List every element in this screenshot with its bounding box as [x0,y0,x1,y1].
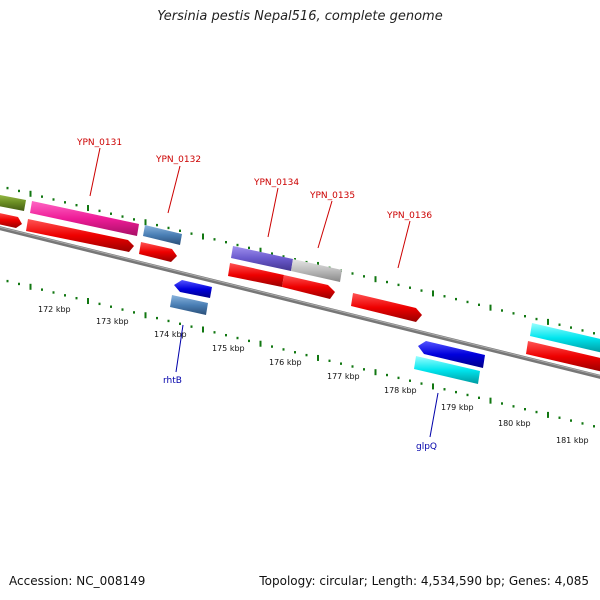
feature-red-0134[interactable] [228,263,284,287]
feature-ypn-0135[interactable] [291,259,342,282]
feature-glpq-blue[interactable] [418,341,485,368]
outer-tick-ring [6,186,595,335]
kbp-label: 173 kbp [96,317,129,326]
feature-ypn-0132[interactable] [143,225,182,245]
gene-label-ypn-0135: YPN_0135 [309,191,355,201]
feature-red-0132[interactable] [139,242,177,262]
label-leaders [89,147,439,438]
gene-label-glpq: glpQ [416,442,437,452]
gene-label-ypn-0136: YPN_0136 [386,211,432,221]
genome-backbone-highlight [0,226,600,377]
genome-backbone [0,226,600,379]
feature-rhtb-steel[interactable] [170,295,208,315]
gene-label-rhtb: rhtB [163,376,182,386]
feature-olive[interactable] [0,194,26,211]
gene-label-ypn-0134: YPN_0134 [253,178,299,188]
feature-cyan-right[interactable] [530,323,600,353]
feature-rhtb-blue[interactable] [174,280,212,298]
kbp-label: 172 kbp [38,305,71,314]
kbp-label: 178 kbp [384,386,417,395]
kbp-label: 181 kbp [556,436,589,445]
feature-ypn-0134[interactable] [231,246,293,271]
accession-text: Accession: NC_008149 [9,574,146,588]
feature-red-0136[interactable] [351,293,422,322]
kbp-label: 176 kbp [269,358,302,367]
gene-label-ypn-0131: YPN_0131 [76,138,122,148]
feature-red-right[interactable] [526,341,600,372]
kbp-label: 177 kbp [327,372,360,381]
genome-summary-text: Topology: circular; Length: 4,534,590 bp… [259,574,589,588]
feature-red-0135[interactable] [282,275,335,299]
kbp-label: 180 kbp [498,419,531,428]
kbp-label: 175 kbp [212,344,245,353]
feature-red-left[interactable] [0,212,22,228]
feature-glpq-cyan[interactable] [414,356,480,384]
features [0,194,600,384]
gene-label-ypn-0132: YPN_0132 [155,155,201,165]
kbp-label: 179 kbp [441,403,474,412]
inner-tick-ring [6,279,595,428]
feature-ypn-0131[interactable] [30,201,139,236]
kbp-label: 174 kbp [154,330,187,339]
map-title: Yersinia pestis Nepal516, complete genom… [157,9,443,24]
feature-red-0131[interactable] [26,219,134,252]
